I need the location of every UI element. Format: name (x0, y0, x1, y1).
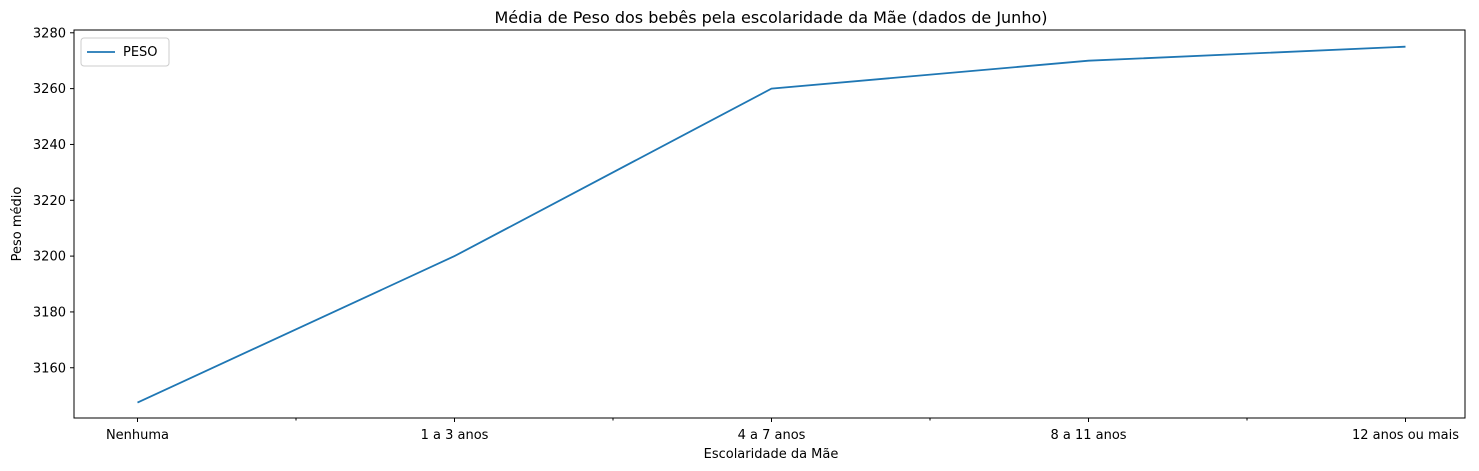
y-axis: 3160 3180 3200 3220 3240 3260 3280 (33, 26, 74, 376)
legend-box (80, 37, 170, 67)
x-tick-label: 4 a 7 anos (738, 428, 806, 443)
plot-area (73, 29, 1466, 419)
series-points (137, 46, 1406, 403)
x-axis: Nenhuma 1 a 3 anos 4 a 7 anos 8 a 11 anos 12… (106, 418, 1459, 443)
x-tick-label: 8 a 11 anos (1050, 428, 1126, 443)
x-axis-label: Escolaridade da Mãe (704, 447, 839, 462)
y-tick-label: 3160 (33, 361, 66, 376)
series-line-peso (137, 45, 1406, 404)
y-axis-label: Peso médio (10, 187, 25, 262)
legend: PESO (80, 37, 170, 67)
x-tick-label: Nenhuma (106, 428, 169, 443)
chart-title: Média de Peso dos bebês pela escolaridad… (495, 8, 1048, 27)
y-tick-label: 3200 (33, 250, 66, 265)
legend-label-peso: PESO (123, 45, 158, 60)
x-tick-label: 12 anos ou mais (1352, 428, 1459, 443)
y-tick-label: 3220 (33, 194, 66, 209)
y-tick-label: 3260 (33, 82, 66, 97)
y-tick-label: 3180 (33, 305, 66, 320)
x-tick-label: 1 a 3 anos (421, 428, 489, 443)
y-tick-label: 3280 (33, 26, 66, 41)
y-tick-label: 3240 (33, 138, 66, 153)
